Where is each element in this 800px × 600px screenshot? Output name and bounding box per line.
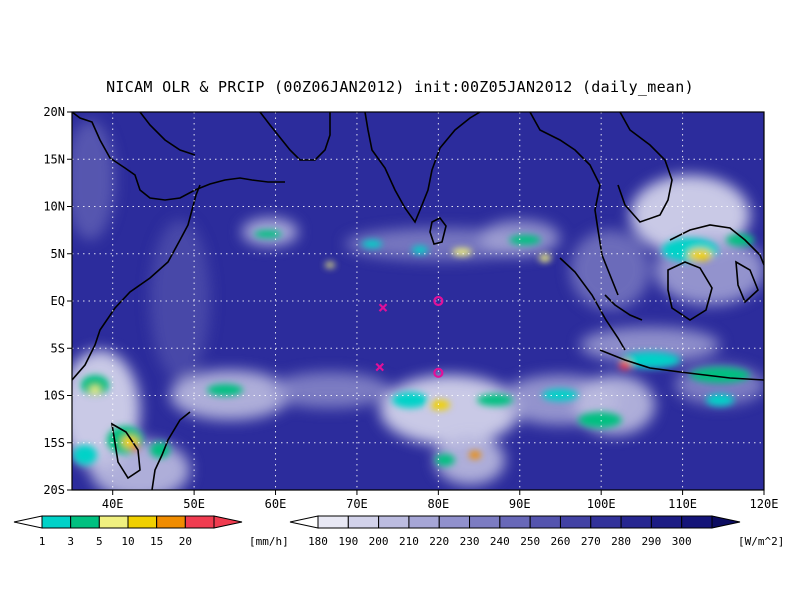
colorbar-label: 240: [490, 535, 510, 548]
colorbar-label: 250: [520, 535, 540, 548]
colorbar-swatch: [41, 515, 72, 529]
colorbar-label: 200: [369, 535, 389, 548]
colorbar-label: 210: [399, 535, 419, 548]
storm-marker-circle: [433, 367, 444, 378]
colorbar-label: 290: [641, 535, 661, 548]
colorbar-swatch: [559, 515, 592, 529]
storm-marker-x: [375, 362, 385, 372]
colorbar-label: 20: [179, 535, 192, 548]
colorbar-swatch: [408, 515, 440, 529]
colorbar-label: 280: [611, 535, 631, 548]
colorbar-low-end: [13, 515, 43, 529]
lat-label: 5S: [51, 341, 65, 355]
colorbar-swatch: [650, 515, 683, 529]
storm-marker-x: [378, 303, 388, 312]
olr-colorbar: 180 190 200 210 220 230 240 250 260 270 280 290 300: [289, 515, 741, 548]
precip-colorbar: 1 3 5 10 15 20: [13, 515, 243, 548]
colorbar-label: 180: [308, 535, 328, 548]
colorbar-label: 260: [551, 535, 571, 548]
lon-label: 110E: [668, 497, 697, 511]
colorbar-low-end: [289, 515, 319, 529]
colorbar-swatch: [98, 515, 129, 529]
precip-patches: [73, 230, 754, 466]
lat-label: 20S: [43, 483, 65, 497]
colorbar-label: 10: [121, 535, 134, 548]
colorbar-label: 5: [96, 535, 103, 548]
colorbar-swatch: [681, 515, 713, 529]
colorbar-swatch: [317, 515, 349, 529]
colorbar-label: 220: [429, 535, 449, 548]
lon-label: 70E: [346, 497, 368, 511]
lat-labels: 20N 15N 10N 5N EQ 5S 10S 15S 20S: [43, 105, 65, 497]
lat-label: 15S: [43, 436, 65, 450]
colorbar-label: 3: [67, 535, 74, 548]
lon-label: 90E: [509, 497, 531, 511]
lon-label: 40E: [102, 497, 124, 511]
colorbar-swatch: [590, 515, 622, 529]
colorbar-label: 270: [581, 535, 601, 548]
coastlines: [72, 112, 764, 490]
colorbar-high-end: [711, 515, 741, 529]
colorbar-high-end: [213, 515, 243, 529]
colorbar-label: 300: [672, 535, 692, 548]
colorbar-swatch: [529, 515, 561, 529]
colorbar-label: 190: [338, 535, 358, 548]
lon-label: 80E: [428, 497, 450, 511]
colorbar-swatch: [499, 515, 531, 529]
colorbar-label: 15: [150, 535, 163, 548]
lon-label: 120E: [750, 497, 779, 511]
olr-unit-label: [W/m^2]: [738, 535, 784, 548]
lon-label: 50E: [183, 497, 205, 511]
colorbar-swatch: [156, 515, 186, 529]
lat-label: EQ: [51, 294, 65, 308]
lat-label: 10S: [43, 389, 65, 403]
colorbar-swatch: [438, 515, 471, 529]
lat-label: 5N: [51, 247, 65, 261]
colorbar-swatch: [347, 515, 380, 529]
colorbar-swatch: [620, 515, 652, 529]
lon-label: 100E: [587, 497, 616, 511]
storm-marker-circle: [433, 295, 444, 307]
colorbar-swatch: [127, 515, 158, 529]
lat-label: 10N: [43, 200, 65, 214]
axis-ticks: [67, 111, 765, 495]
lon-label: 60E: [265, 497, 287, 511]
precip-unit-label: [mm/h]: [249, 535, 289, 548]
colorbar-label: 230: [460, 535, 480, 548]
map-title: NICAM OLR & PRCIP (00Z06JAN2012) init:00…: [106, 78, 694, 96]
lon-labels: 40E 50E 60E 70E 80E 90E 100E 110E 120E: [102, 497, 779, 511]
storm-markers: [375, 295, 444, 378]
colorbar-swatch: [70, 515, 100, 529]
colorbar-label: 1: [39, 535, 46, 548]
lat-label: 15N: [43, 152, 65, 166]
colorbar-swatch: [378, 515, 410, 529]
colorbar-swatch: [184, 515, 215, 529]
lat-label: 20N: [43, 105, 65, 119]
colorbar-swatch: [469, 515, 501, 529]
map-plot-area: [72, 112, 764, 490]
